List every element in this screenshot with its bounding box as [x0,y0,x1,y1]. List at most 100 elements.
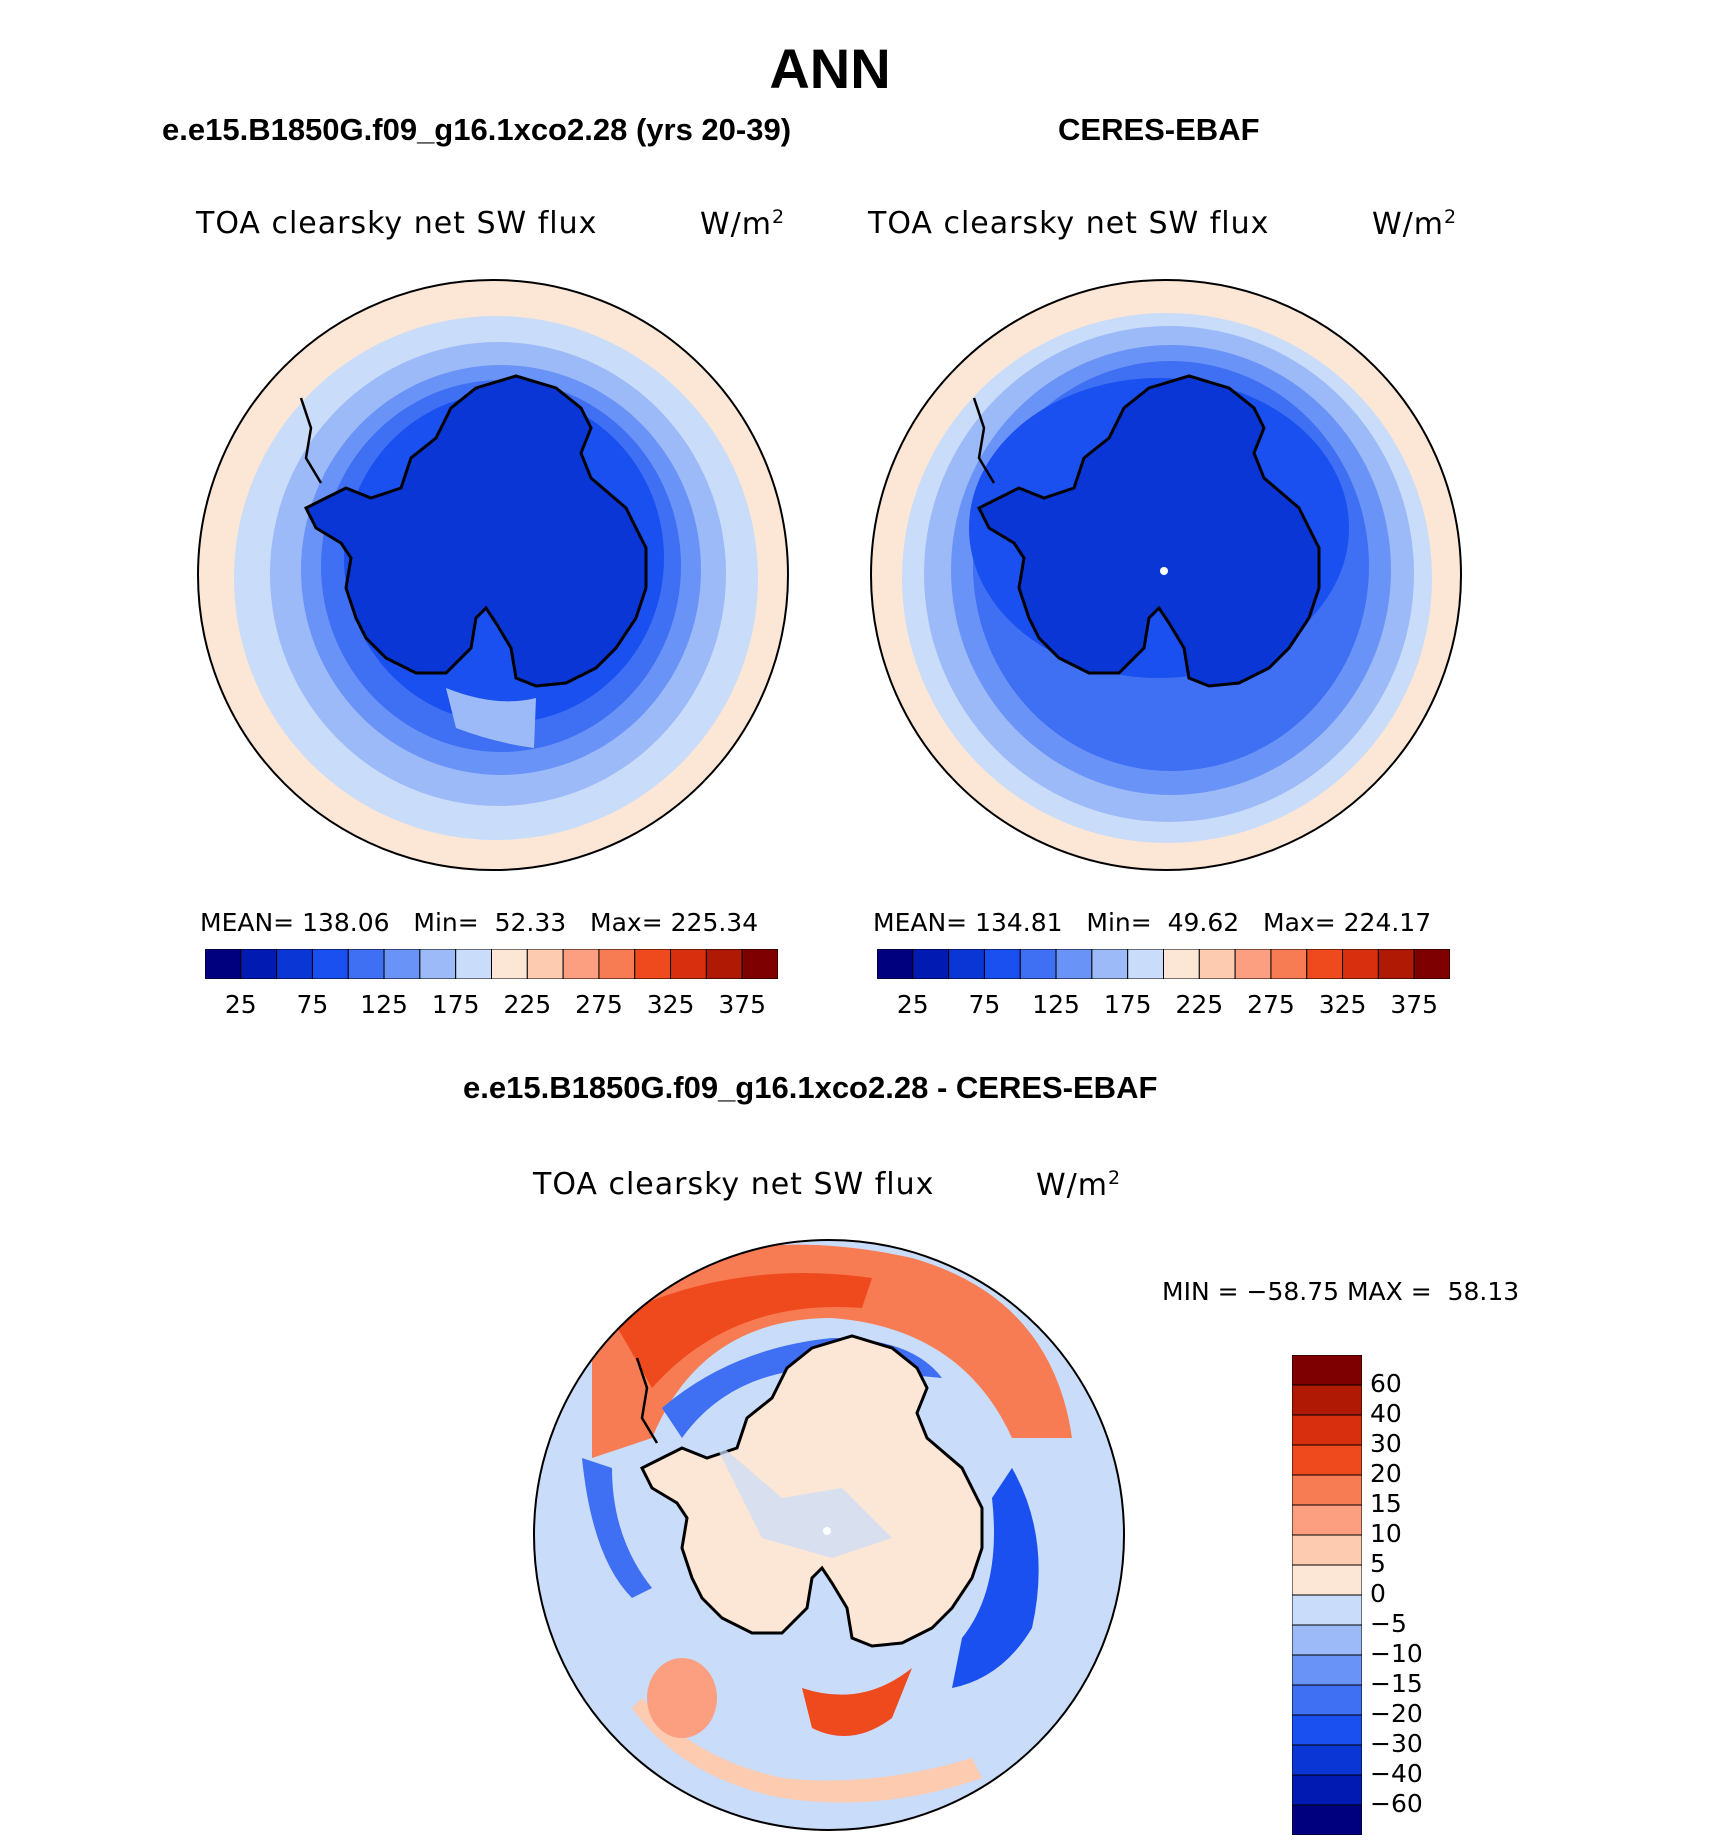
obs-antarctica-coastline [976,374,1321,688]
model-colorbar-labels: 25 75 125 175 225 275 325 375 [205,990,778,1022]
colorbar-swatch [1270,949,1308,979]
colorbar-swatch [1292,1654,1362,1686]
model-stats: MEAN= 138.06 Min= 52.33 Max= 225.34 [200,908,759,937]
colorbar-swatch [1292,1804,1362,1835]
colorbar-tick-label: 25 [896,990,929,1019]
colorbar-swatch [562,949,600,979]
colorbar-tick-label: −30 [1370,1729,1423,1758]
colorbar-swatch [983,949,1021,979]
colorbar-tick-label: 15 [1370,1489,1402,1518]
colorbar-swatch [598,949,636,979]
colorbar-tick-label: −15 [1370,1669,1423,1698]
colorbar-swatch [741,949,778,979]
colorbar-tick-label: −60 [1370,1789,1423,1818]
colorbar-swatch [1292,1684,1362,1716]
model-polar-map [197,279,789,871]
colorbar-tick-label: −40 [1370,1759,1423,1788]
colorbar-tick-label: 5 [1370,1549,1386,1578]
obs-units-label: W/m2 [1372,206,1458,242]
colorbar-swatch [1342,949,1379,979]
diff-units-label: W/m2 [1036,1167,1122,1203]
model-units-label: W/m2 [700,206,786,242]
obs-pole-marker [1160,567,1168,575]
colorbar-swatch [1413,949,1450,979]
colorbar-swatch [634,949,672,979]
colorbar-swatch [705,949,743,979]
colorbar-tick-label: 40 [1370,1399,1402,1428]
colorbar-swatch [1377,949,1415,979]
obs-panel-title: CERES-EBAF [1058,112,1260,147]
colorbar-swatch [1163,949,1200,979]
colorbar-swatch [1292,1355,1362,1386]
obs-colorbar [877,949,1450,979]
colorbar-tick-label: 175 [431,990,480,1019]
colorbar-swatch [276,949,313,979]
colorbar-swatch [1292,1774,1362,1806]
colorbar-tick-label: 125 [360,990,408,1019]
colorbar-tick-label: 75 [296,990,329,1019]
colorbar-swatch [1292,1624,1362,1656]
colorbar-swatch [205,949,242,979]
diff-variable-label: TOA clearsky net SW flux [533,1167,935,1202]
colorbar-swatch [1292,1414,1362,1446]
colorbar-tick-label: 375 [1390,990,1439,1019]
colorbar-tick-label: 60 [1370,1369,1402,1398]
model-variable-label: TOA clearsky net SW flux [196,206,598,241]
colorbar-tick-label: 125 [1032,990,1080,1019]
colorbar-tick-label: 275 [1247,990,1295,1019]
diff-panel-title: e.e15.B1850G.f09_g16.1xco2.28 - CERES-EB… [463,1070,1158,1105]
diff-pole-marker [823,1527,831,1535]
colorbar-swatch [1292,1474,1362,1506]
obs-stats: MEAN= 134.81 Min= 49.62 Max= 224.17 [873,908,1432,937]
figure-title: ANN [769,37,891,100]
model-colorbar [205,949,778,979]
obs-colorbar-labels: 25 75 125 175 225 275 325 375 [877,990,1450,1022]
colorbar-tick-label: 20 [1370,1459,1402,1488]
colorbar-swatch [1292,1534,1362,1566]
colorbar-swatch [1292,1384,1362,1416]
colorbar-swatch [912,949,950,979]
colorbar-swatch [670,949,707,979]
model-panel-title: e.e15.B1850G.f09_g16.1xco2.28 (yrs 20-39… [162,112,792,147]
colorbar-tick-label: 25 [224,990,257,1019]
colorbar-swatch [1292,1504,1362,1536]
colorbar-tick-label: 0 [1370,1579,1386,1608]
colorbar-swatch [419,949,457,979]
colorbar-tick-label: 225 [503,990,552,1019]
colorbar-swatch [948,949,985,979]
colorbar-swatch [1091,949,1129,979]
colorbar-tick-label: −20 [1370,1699,1423,1728]
colorbar-tick-label: −5 [1370,1609,1407,1638]
obs-polar-map [870,279,1462,871]
colorbar-swatch [455,949,493,979]
colorbar-tick-label: 175 [1103,990,1152,1019]
diff-polar-map [533,1239,1125,1831]
model-antarctica-coastline [303,374,648,688]
colorbar-swatch [1292,1594,1362,1626]
diff-antarctica-coastline [639,1334,984,1648]
diff-colorbar [1292,1355,1362,1835]
colorbar-tick-label: −10 [1370,1639,1423,1668]
colorbar-swatch [1127,949,1165,979]
diff-stats: MIN = −58.75 MAX = 58.13 [1162,1277,1520,1306]
colorbar-tick-label: 225 [1175,990,1224,1019]
colorbar-swatch [491,949,528,979]
colorbar-swatch [1198,949,1236,979]
colorbar-swatch [1019,949,1057,979]
colorbar-swatch [347,949,385,979]
colorbar-tick-label: 30 [1370,1429,1402,1458]
colorbar-swatch [1292,1744,1362,1776]
obs-variable-label: TOA clearsky net SW flux [868,206,1270,241]
diff-colorbar-labels: 60 40 30 20 15 10 5 0 −5 −10 −15 −20 −30 −40 −60 [1370,1355,1490,1835]
colorbar-tick-label: 375 [718,990,767,1019]
colorbar-tick-label: 75 [968,990,1001,1019]
colorbar-tick-label: 325 [1318,990,1367,1019]
colorbar-swatch [311,949,349,979]
colorbar-swatch [1292,1564,1362,1596]
colorbar-swatch [1292,1444,1362,1476]
colorbar-swatch [383,949,421,979]
colorbar-swatch [1234,949,1272,979]
colorbar-swatch [1306,949,1344,979]
colorbar-tick-label: 275 [575,990,623,1019]
colorbar-swatch [1292,1714,1362,1746]
